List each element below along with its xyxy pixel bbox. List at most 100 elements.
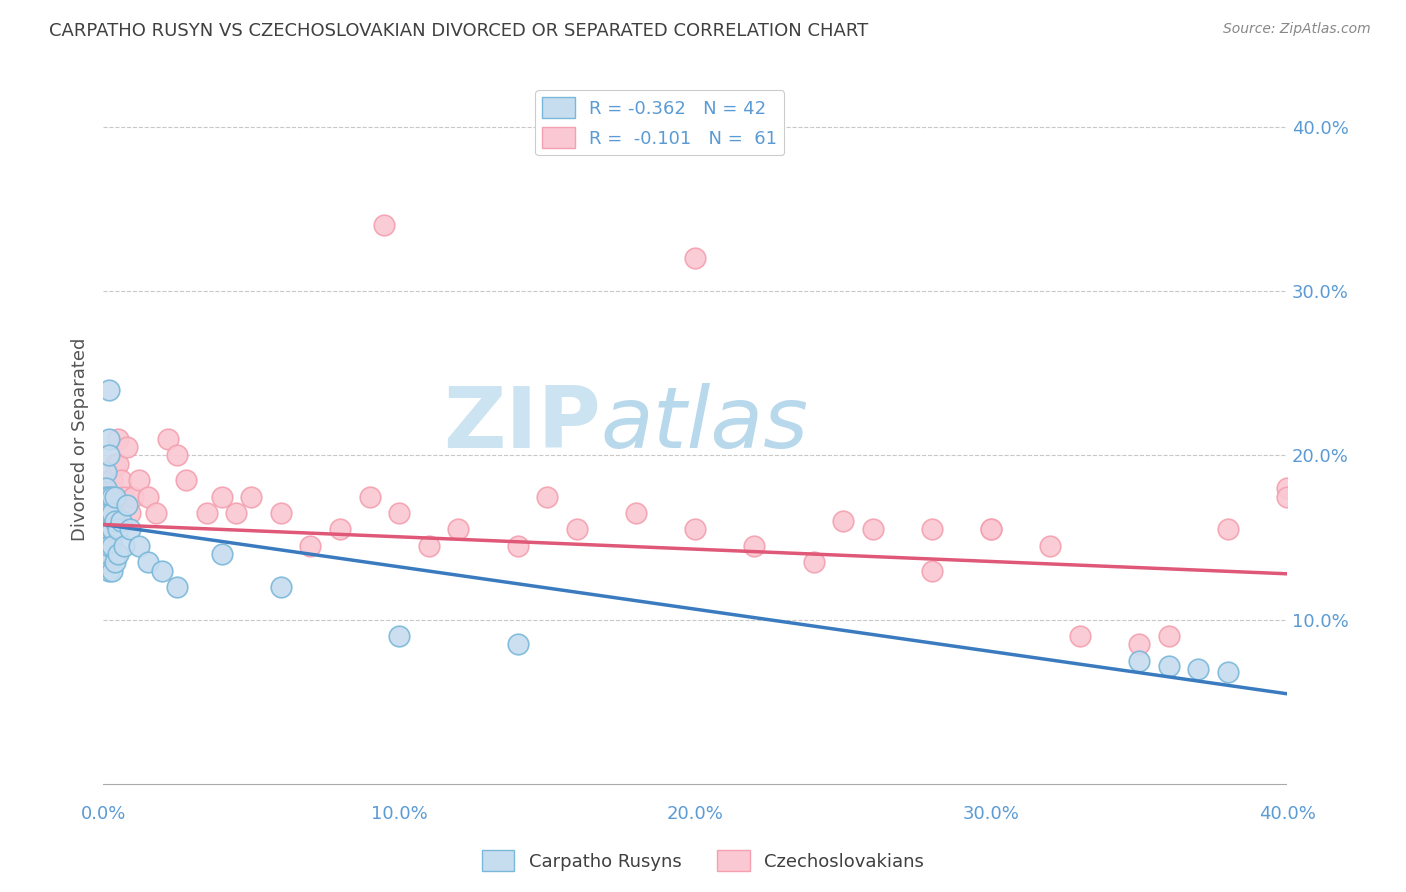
Point [1275,490,1298,504]
Point [1216,665,1239,680]
Point [107,457,129,471]
Point [112,490,135,504]
Point [980,523,1002,537]
Point [121,490,143,504]
Point [1128,654,1150,668]
Point [94,490,117,504]
Point [104,490,127,504]
Point [270,580,292,594]
Point [101,506,124,520]
Point [118,523,141,537]
Point [118,506,141,520]
Point [136,555,159,569]
Legend: Carpatho Rusyns, Czechoslovakians: Carpatho Rusyns, Czechoslovakians [474,843,932,879]
Point [166,580,188,594]
Point [225,506,247,520]
Point [270,506,292,520]
Point [536,490,558,504]
Point [1157,629,1180,643]
Point [101,539,124,553]
Y-axis label: Divorced or Separated: Divorced or Separated [72,337,89,541]
Point [1187,662,1209,676]
Point [624,506,647,520]
Point [329,523,352,537]
Point [832,514,855,528]
Point [98,490,121,504]
Point [174,473,197,487]
Point [980,523,1002,537]
Point [94,523,117,537]
Point [166,449,188,463]
Point [98,523,121,537]
Point [98,506,121,520]
Point [195,506,218,520]
Point [128,473,150,487]
Point [94,539,117,553]
Point [98,449,121,463]
Point [373,219,395,233]
Point [101,564,124,578]
Point [98,564,121,578]
Point [94,498,117,512]
Point [1157,658,1180,673]
Point [240,490,263,504]
Point [101,490,124,504]
Point [150,564,173,578]
Point [683,252,706,266]
Point [94,514,117,528]
Point [101,506,124,520]
Point [1039,539,1062,553]
Point [98,539,121,553]
Point [104,490,127,504]
Text: Source: ZipAtlas.com: Source: ZipAtlas.com [1223,22,1371,37]
Point [803,555,825,569]
Point [101,490,124,504]
Point [94,531,117,545]
Point [565,523,588,537]
Point [110,514,132,528]
Point [98,490,121,504]
Point [683,523,706,537]
Point [107,523,129,537]
Point [506,539,529,553]
Point [742,539,765,553]
Point [1128,638,1150,652]
Point [94,465,117,479]
Point [128,539,150,553]
Point [98,432,121,446]
Point [107,490,129,504]
Point [110,473,132,487]
Point [211,547,233,561]
Point [94,490,117,504]
Point [101,473,124,487]
Point [94,555,117,569]
Point [388,629,411,643]
Point [145,506,167,520]
Point [98,539,121,553]
Point [388,506,411,520]
Point [98,473,121,487]
Point [506,638,529,652]
Point [98,506,121,520]
Point [299,539,322,553]
Point [98,523,121,537]
Text: atlas: atlas [600,383,808,466]
Point [447,523,470,537]
Point [101,523,124,537]
Point [1275,481,1298,495]
Point [94,506,117,520]
Point [104,457,127,471]
Point [94,547,117,561]
Point [94,523,117,537]
Point [104,514,127,528]
Point [921,523,943,537]
Point [921,564,943,578]
Point [98,383,121,397]
Point [94,506,117,520]
Point [418,539,440,553]
Point [94,481,117,495]
Point [1069,629,1091,643]
Point [107,432,129,446]
Point [136,490,159,504]
Point [157,432,180,446]
